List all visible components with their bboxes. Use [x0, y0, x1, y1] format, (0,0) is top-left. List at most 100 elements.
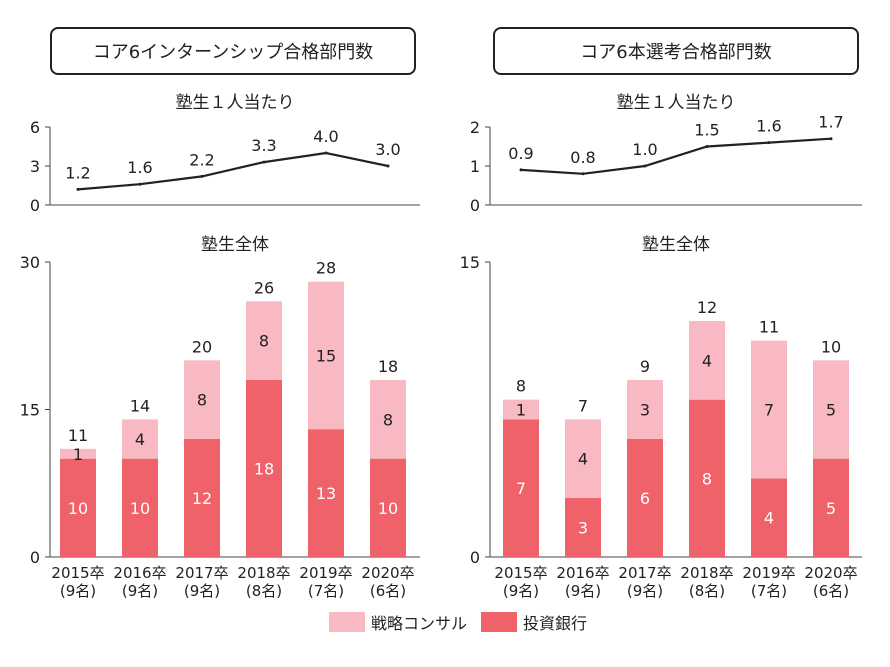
right-bar-xtick-sublabel: (6名)	[813, 582, 849, 600]
right-bar-bar-segment-consulting	[751, 340, 787, 479]
right-bar-title: 塾生全体	[642, 234, 710, 255]
left-bar-bar-segment-ib-label: 10	[130, 499, 150, 518]
left-line-value-label: 1.2	[65, 163, 90, 182]
left-bar-bar-segment-ib-label: 10	[68, 499, 88, 518]
left-bar-bar-segment-ib	[184, 439, 220, 557]
right-bar-bar-segment-ib-label: 7	[516, 479, 526, 498]
right-bar-xtick-label: 2017卒	[618, 564, 671, 582]
left-bar-bar-segment-consulting	[122, 419, 158, 459]
legend-swatch-consulting	[329, 612, 365, 632]
right-bar-total-label: 11	[759, 318, 779, 337]
right-bar-bar-segment-consulting-label: 3	[640, 401, 650, 420]
left-bar-total-label: 26	[254, 278, 274, 297]
right-bar-xtick-label: 2019卒	[742, 564, 795, 582]
left-bar-bar-segment-consulting	[370, 380, 406, 459]
left-bar-bar-segment-consulting	[246, 301, 282, 380]
right-bar-bar-segment-ib	[627, 439, 663, 557]
left-line-ytick-label: 6	[30, 118, 40, 137]
left-bar-xtick-label: 2015卒	[51, 564, 104, 582]
right-bar-bar-segment-ib-label: 4	[764, 509, 774, 528]
right-bar-total-label: 9	[640, 357, 650, 376]
right-bar-xtick-sublabel: (8名)	[689, 582, 725, 600]
right-bar-xtick-sublabel: (9名)	[503, 582, 539, 600]
left-line-title: 塾生１人当たり	[176, 92, 295, 113]
right-bar-bar-segment-ib	[813, 458, 849, 557]
left-bar-bar-segment-consulting	[60, 448, 96, 459]
left-bar-xtick-sublabel: (6名)	[370, 582, 406, 600]
left-bar-bar-segment-ib-label: 12	[192, 489, 212, 508]
panel-header-internship-text: コア6インターンシップ合格部門数	[92, 42, 374, 63]
legend-swatch-ib	[481, 612, 518, 632]
right-line-point	[705, 145, 709, 148]
legend: 戦略コンサル 投資銀行	[329, 610, 601, 634]
right-line-point	[581, 172, 585, 176]
right-bar-bar-segment-ib-label: 3	[578, 519, 588, 538]
right-bar-bar-segment-ib	[565, 498, 601, 557]
panel-header-selection: コア6本選考合格部門数	[493, 27, 859, 75]
right-bar-bar-segment-consulting-label: 4	[702, 351, 712, 370]
right-bar-xtick-label: 2020卒	[804, 564, 857, 582]
left-bar-total-label: 14	[130, 396, 150, 415]
right-bar-bar-segment-ib	[751, 478, 787, 557]
left-bar-total-label: 28	[316, 259, 336, 278]
left-bar-xtick-sublabel: (9名)	[184, 582, 220, 600]
right-bar-bar-segment-ib-label: 6	[640, 489, 650, 508]
left-line-value-label: 2.2	[189, 150, 214, 169]
left-bar-xtick-sublabel: (9名)	[60, 582, 96, 600]
left-bar-bar-segment-consulting-label: 1	[73, 445, 83, 464]
left-bar-bar-segment-ib	[370, 458, 406, 557]
left-bar-xtick-label: 2019卒	[299, 564, 352, 582]
right-bar-ytick-label: 0	[470, 548, 480, 567]
left-line-value-label: 1.6	[127, 158, 152, 177]
right-line-value-label: 1.0	[632, 140, 657, 159]
right-line-ytick-label: 0	[470, 196, 480, 215]
right-bar-bar-segment-consulting	[627, 380, 663, 439]
left-line-ytick-label: 3	[30, 157, 40, 176]
panel-header-selection-text: コア6本選考合格部門数	[580, 42, 772, 63]
legend-label-ib: 投資銀行	[523, 614, 588, 633]
right-bar-ytick-label: 15	[460, 253, 480, 272]
right-bar-xtick-sublabel: (9名)	[627, 582, 663, 600]
left-bar-xtick-sublabel: (9名)	[122, 582, 158, 600]
right-bar-bar-segment-consulting	[813, 360, 849, 459]
left-line-point	[386, 164, 390, 168]
right-line-point	[643, 164, 647, 168]
left-bar-title: 塾生全体	[201, 234, 269, 255]
left-bar-total-label: 11	[68, 426, 88, 445]
right-line-title: 塾生１人当たり	[617, 92, 736, 113]
right-bar-total-label: 8	[516, 377, 526, 396]
left-line-series-line	[77, 151, 389, 191]
left-bar-total-label: 20	[192, 337, 212, 356]
right-bar-bar-segment-consulting-label: 4	[578, 450, 588, 469]
right-line-point	[519, 168, 523, 172]
legend-label-consulting: 戦略コンサル	[371, 614, 468, 633]
right-line-value-label: 1.6	[756, 117, 781, 136]
right-bar-bar-segment-ib	[503, 419, 539, 557]
right-bar-bar-segment-consulting	[503, 399, 539, 420]
left-bar-bar-segment-consulting-label: 8	[259, 332, 269, 351]
right-bar-bar-segment-ib	[689, 399, 725, 557]
left-line-point	[324, 151, 328, 155]
left-line-point	[262, 160, 266, 164]
left-bar-bar-segment-ib	[60, 458, 96, 557]
legend-item-ib: 投資銀行	[481, 610, 587, 634]
left-line-ytick-label: 0	[30, 196, 40, 215]
left-bar-bar-segment-ib	[246, 380, 282, 557]
left-bar-xtick-label: 2016卒	[113, 564, 166, 582]
left-bar-xtick-sublabel: (8名)	[246, 582, 282, 600]
left-bar-bar-segment-consulting	[308, 281, 344, 430]
right-bar-bar-segment-consulting	[565, 419, 601, 498]
right-line-value-label: 1.5	[694, 121, 719, 140]
left-line-value-label: 3.3	[251, 136, 276, 155]
left-bar-ytick-label: 30	[20, 253, 40, 272]
right-line-value-label: 0.9	[508, 144, 533, 163]
panel-header-internship: コア6インターンシップ合格部門数	[50, 27, 416, 75]
left-line-point	[76, 187, 80, 191]
left-bar-bar-segment-consulting-label: 8	[197, 391, 207, 410]
right-bar-bar-segment-consulting-label: 7	[764, 401, 774, 420]
left-bar-bar-segment-ib-label: 13	[316, 484, 336, 503]
right-bar-xtick-label: 2015卒	[494, 564, 547, 582]
right-line-point	[829, 137, 833, 141]
right-bar-xtick-label: 2016卒	[556, 564, 609, 582]
